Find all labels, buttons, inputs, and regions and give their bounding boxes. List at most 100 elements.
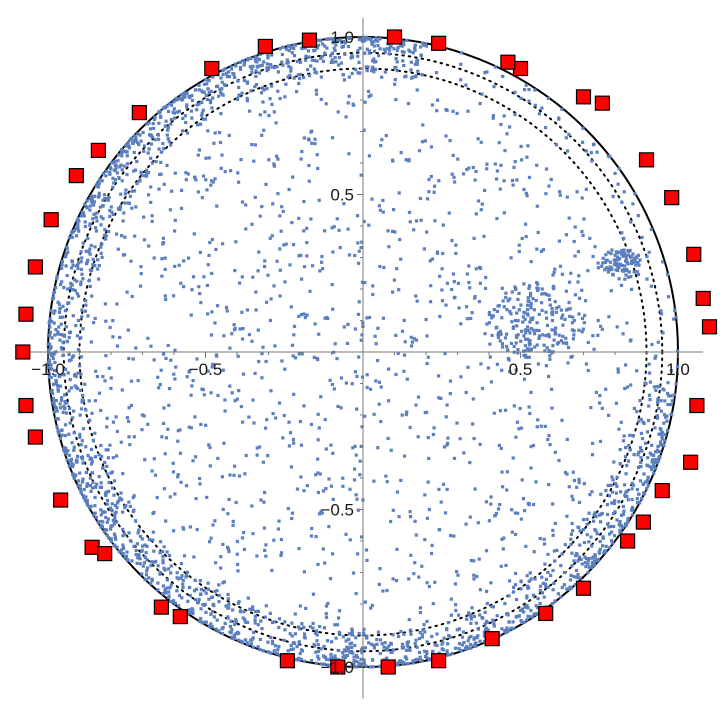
- data-point: [331, 497, 335, 501]
- data-point: [314, 650, 318, 654]
- data-point: [219, 566, 223, 570]
- data-point: [590, 565, 594, 569]
- data-point: [193, 175, 197, 179]
- data-point: [339, 61, 343, 65]
- data-point: [218, 87, 222, 91]
- data-point: [65, 340, 69, 344]
- data-point: [388, 48, 392, 52]
- data-point: [498, 339, 502, 343]
- data-point: [607, 315, 611, 319]
- data-point: [298, 604, 302, 608]
- data-point: [126, 328, 130, 332]
- data-point: [403, 340, 407, 344]
- data-point: [134, 548, 138, 552]
- data-point: [48, 330, 52, 334]
- data-point: [194, 497, 198, 501]
- data-point: [545, 323, 550, 327]
- data-point: [153, 115, 157, 119]
- data-point: [652, 463, 656, 467]
- data-point: [618, 520, 622, 524]
- data-point: [313, 142, 317, 146]
- data-point: [551, 273, 555, 277]
- data-point: [88, 418, 92, 422]
- data-point: [290, 634, 294, 638]
- data-point: [635, 255, 639, 259]
- data-point: [519, 517, 523, 521]
- data-point: [191, 275, 196, 279]
- data-point: [363, 38, 367, 42]
- data-point: [344, 655, 348, 659]
- data-point: [107, 195, 111, 200]
- data-point: [135, 181, 139, 186]
- data-point: [51, 296, 56, 300]
- data-point: [468, 286, 472, 290]
- data-point: [47, 358, 51, 362]
- data-point: [146, 336, 150, 340]
- data-point: [66, 250, 70, 254]
- data-point: [345, 645, 349, 649]
- data-point: [249, 56, 253, 61]
- data-point: [256, 623, 260, 627]
- data-point: [273, 344, 277, 348]
- data-point: [624, 363, 628, 367]
- data-point: [124, 150, 129, 154]
- data-point: [109, 539, 113, 543]
- data-point: [299, 443, 303, 447]
- data-point: [70, 441, 74, 445]
- data-point: [516, 297, 520, 302]
- data-point: [153, 473, 158, 477]
- data-point: [630, 287, 634, 291]
- data-point: [75, 292, 79, 296]
- data-point: [221, 72, 225, 76]
- data-point: [113, 178, 117, 182]
- data-point: [97, 391, 102, 395]
- data-point: [577, 328, 581, 332]
- data-point: [367, 94, 371, 99]
- data-point: [404, 413, 408, 417]
- data-point: [624, 446, 628, 450]
- data-point: [90, 460, 94, 464]
- data-point: [115, 506, 119, 510]
- data-point: [363, 414, 367, 418]
- data-point: [357, 355, 361, 359]
- data-point: [104, 491, 108, 495]
- data-point: [314, 92, 319, 96]
- data-point: [64, 255, 68, 259]
- data-point: [420, 140, 425, 144]
- data-point: [531, 297, 535, 301]
- data-point: [161, 236, 165, 240]
- data-point: [136, 141, 140, 145]
- data-point: [330, 283, 334, 287]
- data-point: [598, 401, 602, 405]
- data-point: [115, 429, 119, 433]
- data-point: [303, 636, 307, 640]
- data-point: [329, 652, 333, 656]
- data-point: [150, 161, 154, 165]
- data-point: [505, 344, 509, 349]
- data-point: [385, 656, 389, 660]
- data-point: [330, 58, 334, 62]
- data-point: [273, 644, 277, 648]
- data-point: [317, 657, 321, 661]
- data-point: [551, 528, 555, 532]
- data-point: [666, 381, 670, 385]
- data-point: [557, 458, 561, 463]
- data-point: [60, 266, 64, 270]
- data-point: [264, 543, 268, 547]
- data-point: [337, 56, 341, 60]
- data-point: [164, 436, 169, 440]
- data-point: [485, 322, 489, 326]
- data-point: [108, 172, 112, 176]
- data-point: [589, 151, 593, 155]
- data-point: [151, 122, 155, 126]
- data-point: [618, 262, 623, 266]
- data-point: [302, 570, 306, 574]
- data-point: [125, 154, 129, 158]
- data-point: [234, 618, 238, 622]
- data-point: [156, 133, 160, 137]
- data-point: [372, 646, 376, 650]
- data-point: [248, 607, 252, 611]
- data-point: [132, 544, 136, 548]
- data-point: [108, 214, 112, 218]
- data-point: [630, 513, 635, 517]
